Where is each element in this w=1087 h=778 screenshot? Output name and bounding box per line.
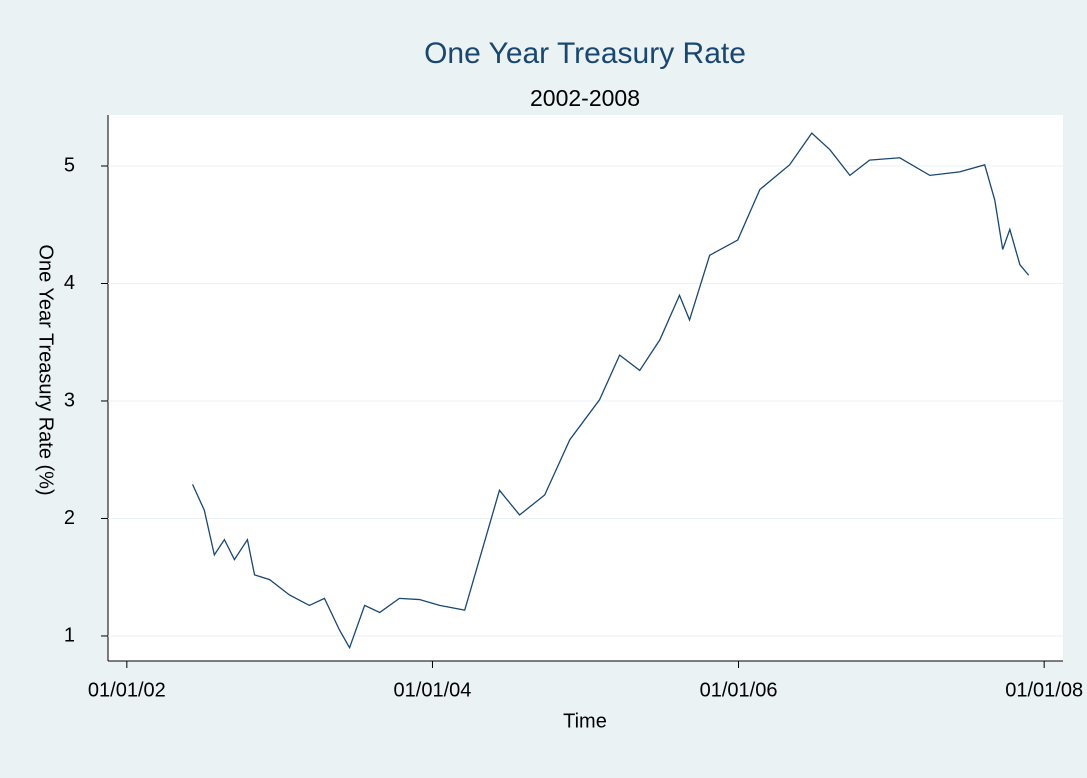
x-tick-label: 01/01/02 [88,679,166,701]
y-tick-label: 2 [64,507,75,529]
chart-subtitle: 2002-2008 [530,85,640,111]
y-tick-label: 1 [64,624,75,646]
x-tick-label: 01/01/08 [1005,679,1083,701]
y-tick-label: 3 [64,389,75,411]
y-tick-label: 5 [64,154,75,176]
data-line [191,132,1030,650]
plot-area [108,115,1063,661]
chart-title: One Year Treasury Rate [424,37,746,70]
x-tick-label: 01/01/06 [700,679,778,701]
y-tick-label: 4 [64,272,75,294]
x-axis-label: Time [563,710,607,732]
x-tick-label: 01/01/04 [394,679,472,701]
y-axis-label: One Year Treasury Rate (%) [35,244,57,495]
